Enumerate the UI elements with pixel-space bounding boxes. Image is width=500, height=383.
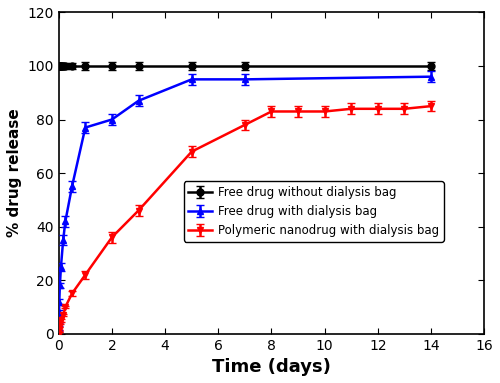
- Y-axis label: % drug release: % drug release: [7, 109, 22, 237]
- Legend: Free drug without dialysis bag, Free drug with dialysis bag, Polymeric nanodrug : Free drug without dialysis bag, Free dru…: [184, 182, 444, 242]
- X-axis label: Time (days): Time (days): [212, 358, 331, 376]
